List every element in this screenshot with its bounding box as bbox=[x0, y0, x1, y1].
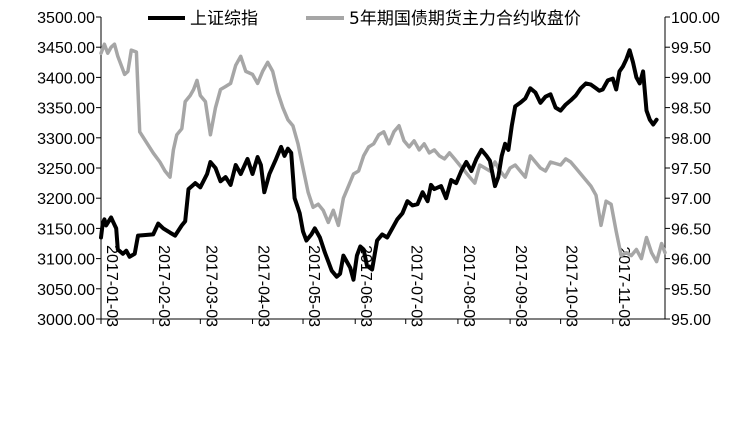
right-axis-tick-label: 99.50 bbox=[671, 40, 711, 57]
left-axis-tick-label: 3300.00 bbox=[37, 131, 95, 148]
right-axis-tick-label: 97.50 bbox=[671, 161, 711, 178]
right-axis-tick-label: 98.50 bbox=[671, 101, 711, 118]
right-axis-tick-label: 96.00 bbox=[671, 252, 711, 269]
right-axis-tick-label: 97.00 bbox=[671, 191, 711, 208]
right-axis-tick-label: 95.50 bbox=[671, 282, 711, 299]
left-axis-tick-label: 3100.00 bbox=[37, 252, 95, 269]
x-axis-tick-label: 2017-10-03 bbox=[563, 245, 580, 327]
left-axis-tick-label: 3200.00 bbox=[37, 191, 95, 208]
left-axis-tick-label: 3400.00 bbox=[37, 70, 95, 87]
x-axis-tick-label: 2017-01-03 bbox=[103, 245, 120, 327]
left-axis-tick-label: 3350.00 bbox=[37, 101, 95, 118]
x-axis-tick-label: 2017-07-03 bbox=[408, 245, 425, 327]
x-axis-tick-label: 2017-08-03 bbox=[460, 245, 477, 327]
left-axis-tick-label: 3450.00 bbox=[37, 40, 95, 57]
x-axis-tick-label: 2017-03-03 bbox=[202, 245, 219, 327]
x-axis-tick-label: 2017-05-03 bbox=[305, 245, 322, 327]
x-axis-tick-label: 2017-02-03 bbox=[155, 245, 172, 327]
x-axis-tick-label: 2017-04-03 bbox=[255, 245, 272, 327]
left-axis-tick-label: 3000.00 bbox=[37, 312, 95, 329]
legend-label-shanghai-index: 上证综指 bbox=[190, 9, 258, 29]
right-axis-tick-label: 95.00 bbox=[671, 312, 711, 329]
legend: 上证综指 5年期国债期货主力合约收盘价 bbox=[148, 9, 581, 29]
legend-label-treasury-futures: 5年期国债期货主力合约收盘价 bbox=[349, 9, 581, 29]
series-line-shanghai-index bbox=[99, 48, 659, 282]
left-axis-tick-label: 3500.00 bbox=[37, 10, 95, 27]
x-axis-tick-label: 2017-11-03 bbox=[615, 246, 632, 327]
right-axis-tick-label: 96.50 bbox=[671, 221, 711, 238]
left-axis-tick-label: 3150.00 bbox=[37, 221, 95, 238]
right-axis-tick-label: 99.00 bbox=[671, 70, 711, 87]
right-axis-tick-label: 98.00 bbox=[671, 131, 711, 148]
left-axis-tick-label: 3050.00 bbox=[37, 282, 95, 299]
x-axis-tick-label: 2017-09-03 bbox=[512, 245, 529, 327]
right-axis-tick-label: 100.00 bbox=[671, 10, 720, 27]
left-axis-tick-label: 3250.00 bbox=[37, 161, 95, 178]
series-line-treasury-futures bbox=[99, 42, 667, 264]
